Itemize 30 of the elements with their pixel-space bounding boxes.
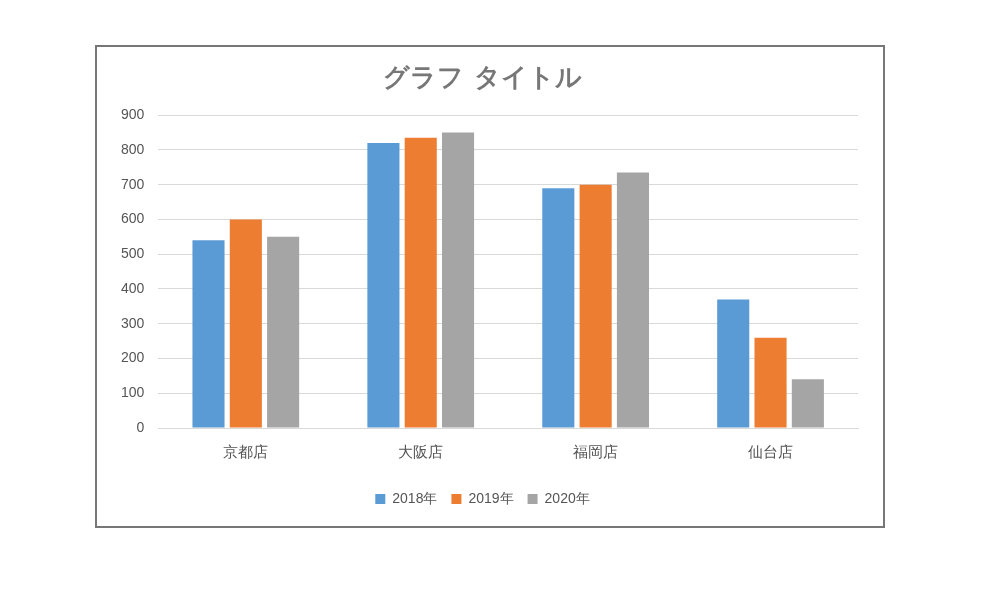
legend-label: 2019年: [468, 489, 514, 506]
y-tick-label: 500: [121, 245, 145, 262]
x-tick-label: 京都店: [223, 443, 269, 461]
chart-title: グラフ タイトル: [383, 62, 582, 93]
y-tick-label: 700: [121, 175, 145, 192]
bar: [542, 188, 575, 428]
bar: [754, 337, 787, 428]
bar: [267, 236, 300, 428]
y-tick-label: 0: [136, 418, 145, 435]
bar: [367, 143, 400, 428]
x-tick-label: 大阪店: [398, 443, 444, 461]
y-tick-label: 200: [121, 349, 145, 366]
y-tick-label: 600: [121, 210, 145, 227]
y-tick-label: 300: [121, 314, 145, 331]
bar: [717, 299, 750, 428]
bar: [229, 219, 262, 428]
legend-label: 2020年: [544, 489, 590, 506]
x-tick-label: 仙台店: [748, 443, 794, 461]
bar: [441, 132, 475, 428]
legend-label: 2018年: [392, 489, 438, 506]
y-tick-label: 900: [121, 106, 145, 123]
y-tick-label: 100: [121, 384, 145, 401]
bar: [404, 137, 437, 428]
y-tick-label: 800: [121, 140, 145, 157]
bar: [616, 172, 649, 428]
bar: [579, 184, 612, 428]
bar: [192, 240, 225, 428]
x-tick-label: 福岡店: [573, 443, 619, 461]
bar: [791, 379, 824, 428]
y-tick-label: 400: [121, 279, 145, 296]
